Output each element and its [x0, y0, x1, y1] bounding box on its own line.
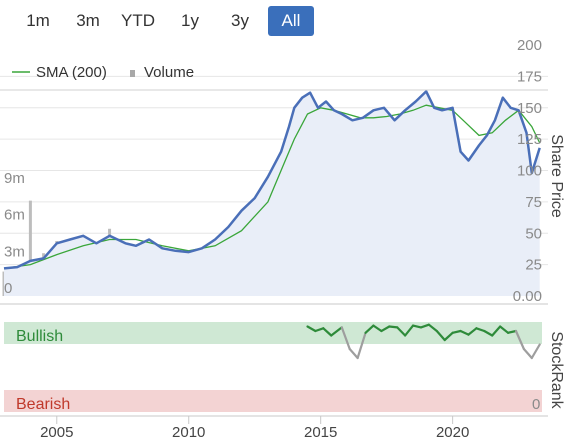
stockrank-segment	[530, 343, 541, 360]
stockrank-segment	[427, 323, 438, 333]
stockrank-segment	[388, 325, 399, 329]
range-button-all[interactable]: All	[268, 6, 314, 36]
x-tick-label: 2005	[40, 424, 73, 438]
stockrank-segment	[499, 325, 510, 334]
volume-tick-label: 6m	[4, 207, 25, 224]
range-button-ytd[interactable]: YTD	[121, 11, 155, 30]
chart-legend: SMA (200) Volume	[12, 64, 194, 81]
stockrank-segment	[451, 329, 462, 334]
volume-tick-label: 0	[4, 280, 12, 297]
price-tick-label: 0.00	[513, 288, 542, 305]
stockrank-segment	[491, 325, 502, 337]
stockrank-segment	[435, 329, 446, 342]
stockrank-segment	[306, 325, 317, 333]
volume-legend-swatch	[130, 70, 135, 77]
bullish-band	[4, 322, 542, 344]
sma-legend-label[interactable]: SMA (200)	[36, 64, 107, 81]
stockrank-segment	[364, 324, 375, 334]
price-tick-label: 200	[517, 37, 542, 54]
stockrank-segment	[419, 323, 430, 329]
x-tick-label: 2015	[304, 424, 337, 438]
stockrank-zero-tick: 0	[532, 396, 540, 413]
stockrank-segment	[404, 324, 415, 337]
price-tick-label: 100	[517, 163, 542, 180]
price-tick-label: 150	[517, 100, 542, 117]
bearish-band	[4, 390, 542, 412]
stockrank-segment	[514, 329, 525, 351]
bearish-label: Bearish	[16, 396, 70, 413]
stockrank-segment	[356, 331, 367, 360]
range-button-3y[interactable]: 3y	[231, 11, 249, 30]
price-tick-label: 175	[517, 68, 542, 85]
stockrank-segment	[522, 347, 533, 360]
stockrank-segment	[475, 327, 486, 333]
stockrank-segment	[380, 325, 391, 333]
stockrank-segment	[348, 347, 359, 360]
price-axis-ticks: 0.00 25 50 75 100 125 150 175 200	[513, 37, 542, 305]
stockrank-segment	[467, 327, 478, 336]
x-tick-label: 2010	[172, 424, 205, 438]
stockrank-segment	[372, 324, 383, 333]
stockrank-line	[306, 323, 541, 360]
stockrank-segment	[340, 326, 351, 351]
stockrank-segment	[322, 327, 333, 337]
price-tick-label: 25	[525, 257, 542, 274]
range-selector: 1m 3m YTD 1y 3y All	[0, 0, 330, 40]
stockrank-segment	[330, 326, 343, 337]
volume-axis-ticks: 0 3m 6m 9m	[4, 170, 25, 297]
range-button-1m[interactable]: 1m	[26, 11, 50, 30]
range-button-3m[interactable]: 3m	[76, 11, 100, 30]
stockrank-segment	[443, 331, 454, 342]
volume-bar	[28, 200, 32, 296]
stockrank-segment	[459, 329, 470, 336]
price-tick-label: 75	[525, 194, 542, 211]
stockrank-segment	[314, 327, 325, 333]
price-tick-label: 50	[525, 225, 542, 242]
stockrank-segment	[411, 324, 423, 329]
stockrank-segment	[396, 326, 407, 337]
price-line	[3, 90, 541, 270]
bullish-label: Bullish	[16, 328, 63, 345]
volume-legend-label[interactable]: Volume	[144, 64, 194, 81]
price-axis-title: Share Price	[548, 134, 565, 218]
stockrank-segment	[483, 329, 494, 337]
x-tick-label: 2020	[436, 424, 469, 438]
stockrank-axis-title: StockRank	[548, 331, 565, 409]
price-tick-label: 125	[517, 131, 542, 148]
range-button-1y[interactable]: 1y	[181, 11, 199, 30]
stockrank-segment	[506, 329, 518, 334]
volume-tick-label: 3m	[4, 243, 25, 260]
x-axis-ticks: 2005 2010 2015 2020	[40, 416, 469, 438]
volume-tick-label: 9m	[4, 170, 25, 187]
